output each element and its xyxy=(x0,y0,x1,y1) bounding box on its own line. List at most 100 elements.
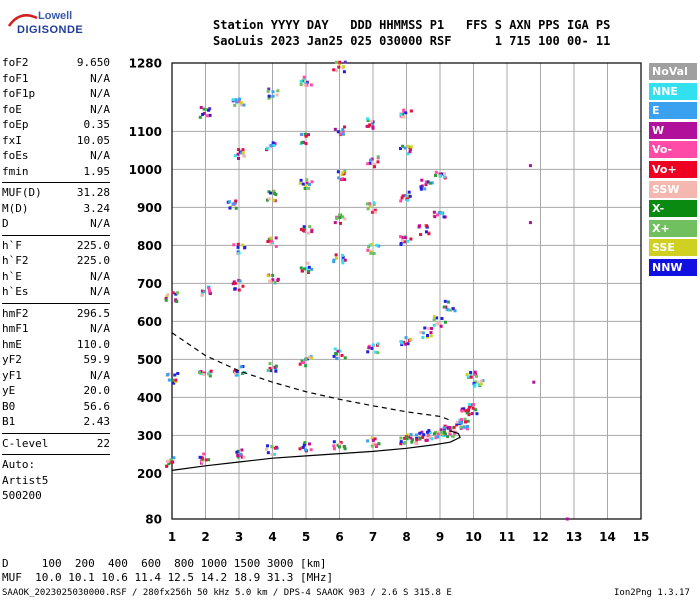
data-point xyxy=(243,246,247,250)
data-point xyxy=(475,412,479,416)
plot-frame xyxy=(171,62,642,520)
data-point xyxy=(403,436,407,440)
data-point xyxy=(310,267,314,271)
legend-entry: Vo+ xyxy=(649,160,697,178)
data-point xyxy=(299,82,303,86)
data-point xyxy=(419,330,423,334)
param-row: C-level 22 xyxy=(2,437,110,453)
data-point xyxy=(200,289,204,293)
data-point xyxy=(310,180,314,184)
scaled-parameters-panel: foF2 9.650 foF1 N/A foF1p N/A foE N/A foEp 0.35 fx… xyxy=(2,56,110,505)
data-point xyxy=(164,298,168,302)
data-point xyxy=(421,335,425,339)
data-point xyxy=(443,424,447,428)
data-point xyxy=(343,356,347,360)
data-point xyxy=(343,177,347,181)
data-point xyxy=(343,217,347,221)
data-point xyxy=(175,300,179,304)
legend-entry: E xyxy=(649,102,697,120)
data-point xyxy=(461,407,465,411)
data-point xyxy=(310,356,314,360)
data-point xyxy=(173,373,177,377)
data-point xyxy=(471,406,475,410)
data-point xyxy=(442,305,446,309)
data-point xyxy=(207,108,211,112)
data-point xyxy=(300,446,304,450)
data-point xyxy=(305,181,309,185)
footer-file-info: SAAOK_2023025030000.RSF / 280fx256h 50 k… xyxy=(2,588,452,598)
data-point xyxy=(270,239,274,243)
param-row: B0 56.6 xyxy=(2,400,110,416)
data-point xyxy=(365,124,369,128)
param-key: h`F2 xyxy=(2,254,29,267)
data-point xyxy=(267,96,271,100)
data-point xyxy=(429,334,433,338)
data-point xyxy=(241,364,245,368)
data-point xyxy=(399,199,403,203)
data-point xyxy=(234,199,238,203)
data-point xyxy=(420,430,424,434)
data-point xyxy=(307,182,311,186)
data-point xyxy=(426,430,430,434)
data-point xyxy=(240,455,244,459)
data-point xyxy=(301,182,305,186)
legend-entry: W xyxy=(649,121,697,139)
data-point xyxy=(470,403,474,407)
data-point xyxy=(464,409,468,413)
data-point xyxy=(419,187,423,191)
data-point xyxy=(469,370,473,374)
data-point xyxy=(334,351,338,355)
data-point xyxy=(429,327,433,331)
data-point xyxy=(237,288,241,292)
data-point xyxy=(374,350,378,354)
data-point xyxy=(437,211,441,215)
param-row: foEp 0.35 xyxy=(2,118,110,134)
data-point xyxy=(399,241,403,245)
data-point xyxy=(428,436,432,440)
x-tick-label: 14 xyxy=(599,530,616,544)
data-point xyxy=(366,207,370,211)
data-point xyxy=(207,287,211,291)
data-point xyxy=(403,240,407,244)
data-point xyxy=(335,217,339,221)
data-point xyxy=(528,221,532,225)
y-tick-label: 500 xyxy=(137,353,162,367)
data-point xyxy=(235,100,239,104)
data-point xyxy=(310,230,314,234)
data-point xyxy=(479,379,483,383)
data-point xyxy=(340,173,344,177)
data-point xyxy=(367,245,371,249)
data-point xyxy=(452,425,456,429)
data-point xyxy=(274,445,278,449)
data-point xyxy=(565,517,569,521)
data-point xyxy=(304,134,308,138)
x-tick-label: 10 xyxy=(465,530,482,544)
param-divider xyxy=(2,182,110,183)
data-point xyxy=(404,236,408,240)
data-point xyxy=(425,438,429,442)
param-divider xyxy=(2,302,110,304)
data-point xyxy=(467,413,471,417)
data-point xyxy=(368,123,372,127)
x-tick-label: 6 xyxy=(335,530,343,544)
data-point xyxy=(305,178,309,182)
data-point xyxy=(343,60,347,64)
data-point xyxy=(265,447,269,451)
x-tick-label: 15 xyxy=(633,530,650,544)
data-point xyxy=(237,99,241,103)
data-point xyxy=(269,143,273,147)
data-point xyxy=(473,370,477,374)
data-point xyxy=(434,436,438,440)
data-point xyxy=(305,80,309,84)
data-point xyxy=(465,373,469,377)
y-tick-label: 80 xyxy=(145,513,162,527)
data-point xyxy=(401,113,405,117)
param-key: D xyxy=(2,217,9,230)
data-point xyxy=(274,364,278,368)
data-point xyxy=(332,68,336,72)
data-point xyxy=(368,161,372,165)
data-point xyxy=(377,244,381,248)
data-point xyxy=(440,316,444,320)
data-point xyxy=(442,215,446,219)
data-point xyxy=(202,372,206,376)
